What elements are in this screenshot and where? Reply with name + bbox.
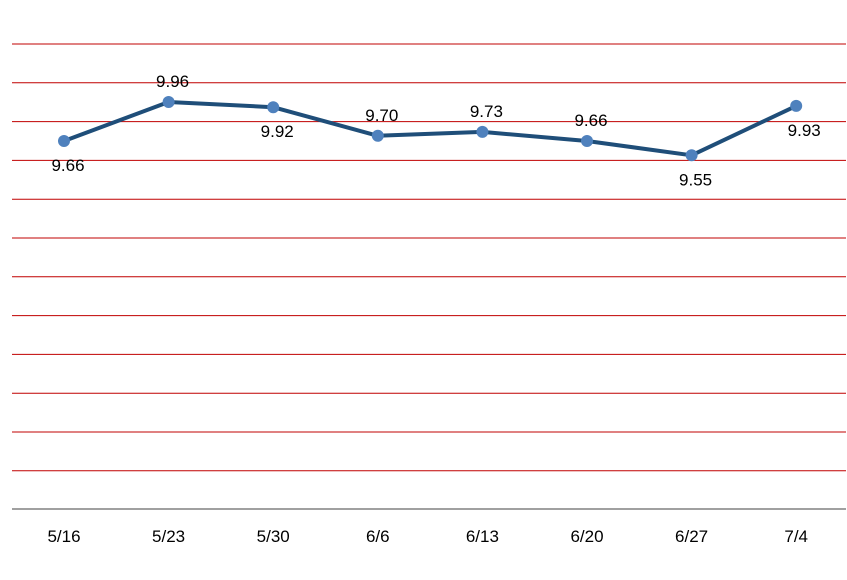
data-point xyxy=(371,129,384,142)
data-label: 9.73 xyxy=(470,102,503,121)
data-point xyxy=(162,96,175,108)
series-line xyxy=(62,100,799,158)
data-point xyxy=(58,135,70,147)
data-point xyxy=(476,125,489,138)
data-label: 9.70 xyxy=(365,106,398,125)
x-tick-label: 5/23 xyxy=(152,527,185,546)
data-point xyxy=(267,101,280,114)
x-tick-label: 7/4 xyxy=(784,527,808,546)
x-tick-label: 6/13 xyxy=(466,527,499,546)
x-tick-label: 6/20 xyxy=(570,527,603,546)
x-tick-label: 5/16 xyxy=(47,527,80,546)
x-tick-label: 6/6 xyxy=(366,527,390,546)
gridlines xyxy=(12,43,846,472)
data-point xyxy=(790,99,803,112)
data-label: 9.55 xyxy=(679,170,712,189)
data-label: 9.66 xyxy=(574,111,607,130)
data-point xyxy=(581,135,593,147)
x-tick-label: 6/27 xyxy=(675,527,708,546)
series-group: 9.66 9.96 9.92 9.70 9.73 9.66 9.55 9.93 xyxy=(51,72,820,189)
data-label: 9.66 xyxy=(51,156,84,175)
x-axis-tick-labels: 5/16 5/23 5/30 6/6 6/13 6/20 6/27 7/4 xyxy=(47,527,808,546)
data-point xyxy=(685,149,698,162)
x-tick-label: 5/30 xyxy=(257,527,290,546)
data-label: 9.92 xyxy=(261,122,294,141)
data-label: 9.96 xyxy=(156,72,189,91)
data-label: 9.93 xyxy=(788,121,821,140)
